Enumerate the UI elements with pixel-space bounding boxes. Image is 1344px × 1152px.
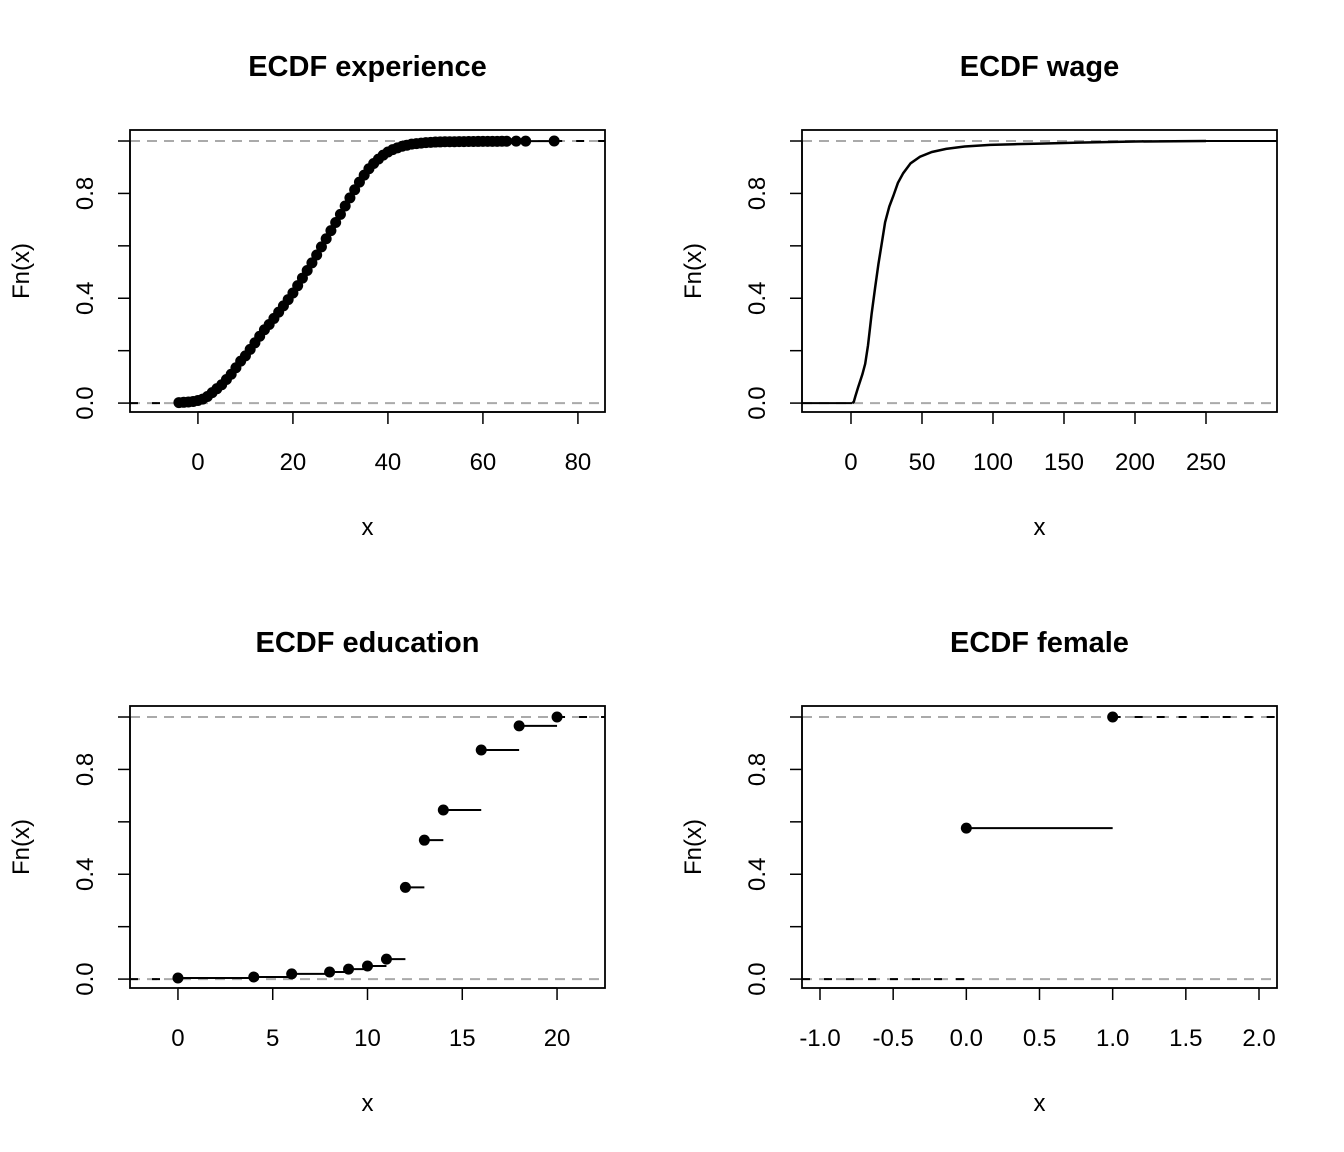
x-tick-label: 10: [354, 1025, 381, 1052]
panel-ecdf-wage: ECDF wage x Fn(x) 0 50 100 150 200 250 0.0 0.4 0.8: [680, 51, 1278, 541]
ecdf-point: [510, 135, 522, 147]
x-tick-label: 50: [909, 449, 936, 476]
ecdf-point: [1107, 711, 1119, 723]
ecdf-point: [325, 225, 337, 237]
x-tick-label: 0: [191, 449, 204, 476]
x-tick-label: 80: [565, 449, 592, 476]
y-axis-label: Fn(x): [8, 819, 35, 875]
ecdf-point: [475, 744, 487, 756]
y-tick-label: 0.8: [72, 177, 99, 210]
ecdf-point: [339, 200, 351, 212]
x-tick-label: -0.5: [872, 1025, 913, 1052]
x-axis-label: x: [362, 1090, 374, 1117]
x-tick-label: 100: [973, 449, 1013, 476]
x-tick-label: 0.5: [1023, 1025, 1056, 1052]
y-tick-label: 0.8: [72, 753, 99, 786]
plot-box: [129, 129, 606, 413]
plot-box: [129, 705, 606, 989]
ecdf-point: [334, 208, 346, 220]
y-tick-label: 0.4: [744, 282, 771, 315]
y-axis-label: Fn(x): [680, 819, 707, 875]
x-tick-label: 5: [266, 1025, 279, 1052]
x-axis-label: x: [1034, 514, 1046, 541]
x-tick-label: 1.0: [1096, 1025, 1129, 1052]
ecdf-point: [248, 971, 260, 983]
x-tick-label: -1.0: [799, 1025, 840, 1052]
x-tick-label: 0.0: [950, 1025, 983, 1052]
ecdf-point: [343, 963, 355, 975]
y-axis-label: Fn(x): [8, 243, 35, 299]
ecdf-point: [324, 966, 336, 978]
x-tick-label: 200: [1115, 449, 1155, 476]
y-tick-label: 0.8: [744, 177, 771, 210]
x-tick-label: 60: [470, 449, 497, 476]
y-tick-label: 0.0: [72, 386, 99, 419]
ecdf-point: [286, 968, 298, 980]
chart-title: ECDF female: [950, 627, 1129, 659]
chart-title: ECDF education: [256, 627, 480, 659]
ecdf-curve: [851, 139, 1207, 405]
ecdf-point: [380, 953, 392, 965]
ecdf-point: [501, 135, 513, 147]
y-tick-label: 0.4: [72, 282, 99, 315]
y-tick-label: 0.4: [72, 858, 99, 891]
ecdf-point: [320, 233, 332, 245]
ecdf-point: [960, 822, 972, 834]
chart-title: ECDF wage: [960, 51, 1120, 83]
x-tick-label: 15: [449, 1025, 476, 1052]
y-tick-label: 0.0: [72, 962, 99, 995]
x-tick-label: 0: [171, 1025, 184, 1052]
panel-ecdf-experience: ECDF experience x Fn(x) 0 20 40 60 80 0.0 0.4 0.8: [8, 51, 606, 541]
y-tick-label: 0.0: [744, 962, 771, 995]
chart-title: ECDF experience: [248, 51, 487, 83]
x-tick-label: 0: [844, 449, 857, 476]
ecdf-point: [330, 217, 342, 229]
y-tick-label: 0.8: [744, 753, 771, 786]
x-axis-label: x: [362, 514, 374, 541]
x-tick-label: 1.5: [1169, 1025, 1202, 1052]
y-tick-label: 0.0: [744, 386, 771, 419]
ecdf-point: [344, 192, 356, 204]
panel-ecdf-female: ECDF female x Fn(x) -1.0 -0.5 0.0 0.5 1.0 1.5 2.0…: [680, 627, 1278, 1117]
x-tick-label: 20: [544, 1025, 571, 1052]
ecdf-point: [172, 972, 184, 984]
ecdf-point: [362, 960, 373, 972]
x-tick-label: 250: [1186, 449, 1226, 476]
plot-box: [801, 705, 1278, 989]
ecdf-point: [437, 804, 449, 816]
y-tick-label: 0.4: [744, 858, 771, 891]
y-axis-label: Fn(x): [680, 243, 707, 299]
ecdf-point: [311, 249, 323, 261]
ecdf-point: [513, 720, 525, 732]
x-tick-label: 150: [1044, 449, 1084, 476]
ecdf-point: [399, 881, 411, 893]
x-tick-label: 2.0: [1242, 1025, 1275, 1052]
ecdf-point: [418, 834, 430, 846]
ecdf-point: [520, 135, 532, 147]
ecdf-point: [551, 711, 563, 723]
ecdf-point: [315, 241, 327, 253]
x-axis-label: x: [1034, 1090, 1046, 1117]
x-tick-label: 20: [280, 449, 307, 476]
panel-ecdf-education: ECDF education x Fn(x) 0 5 10 15 20 0.0 0.4 0.8: [8, 627, 606, 1117]
x-tick-label: 40: [375, 449, 402, 476]
plot-box: [801, 129, 1278, 413]
ecdf-point: [548, 135, 560, 147]
